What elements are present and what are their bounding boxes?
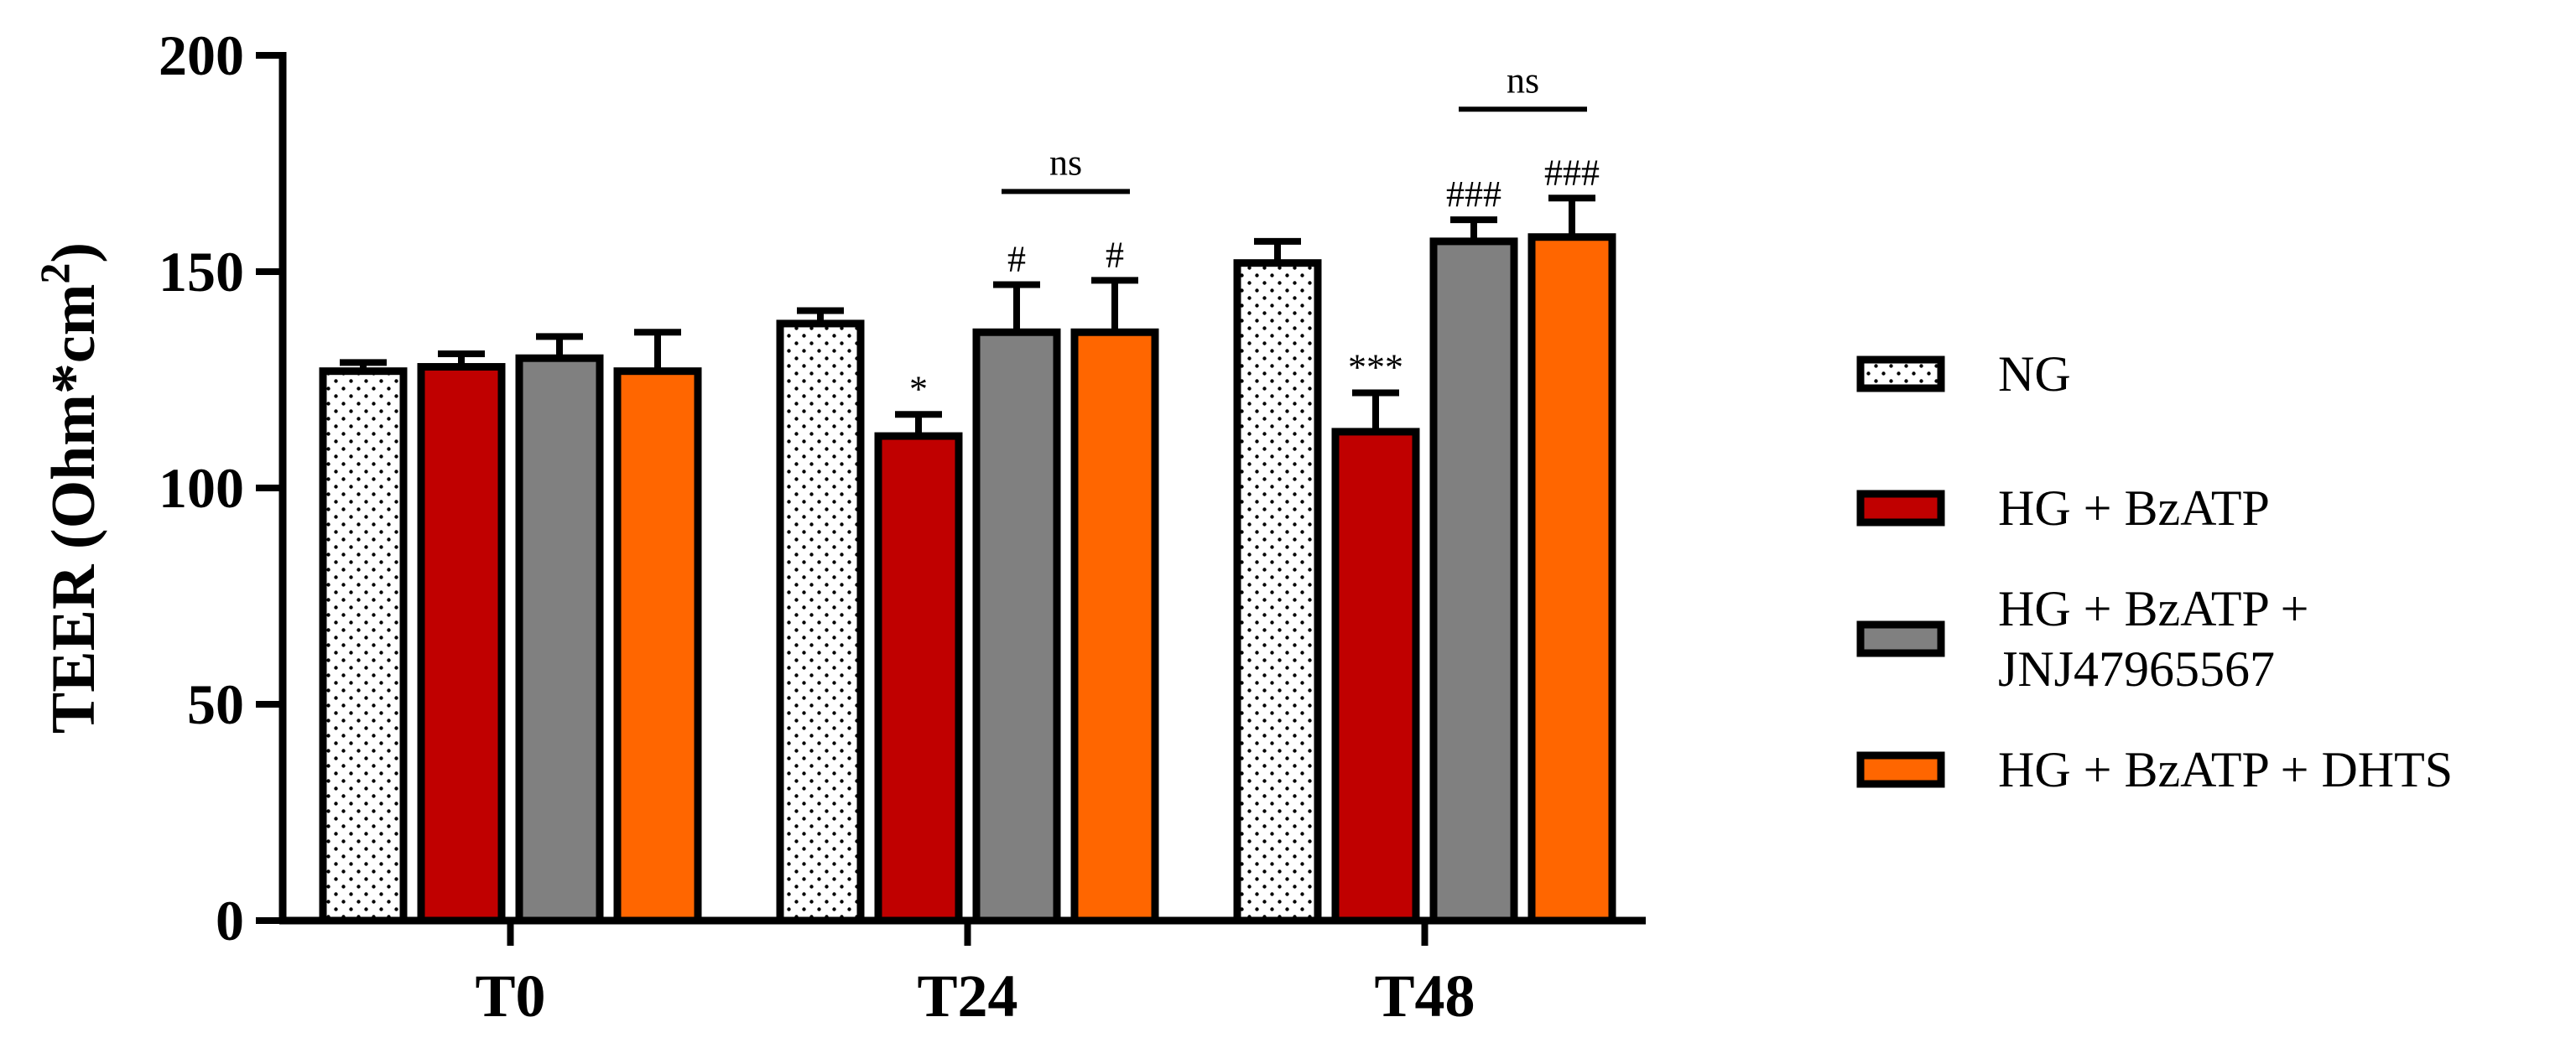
x-tick-label: T24: [917, 963, 1017, 1030]
comparison-label: ns: [1507, 60, 1539, 101]
legend-swatch: [1856, 751, 1945, 788]
significance-mark: *: [909, 368, 928, 409]
bar: [776, 319, 865, 925]
x-axis: T0 T24 T48: [279, 916, 1646, 1030]
bar: [1233, 259, 1322, 925]
legend: NG HG + BzATP HG + BzATP +JNJ47965567 HG + …: [1856, 346, 2453, 797]
significance-mark: ***: [1348, 346, 1403, 387]
bar: [1331, 428, 1420, 925]
legend-swatch: [1856, 490, 1945, 527]
legend-label: NG: [1998, 346, 2071, 402]
legend-label: HG + BzATP +: [1998, 581, 2308, 636]
bar: [1429, 237, 1518, 925]
bar: [972, 328, 1061, 925]
legend-label: HG + BzATP: [1998, 480, 2270, 536]
bar: [515, 354, 604, 925]
bar: [1070, 328, 1159, 925]
bar: [319, 367, 408, 925]
y-axis-title: TEER (Ohm*cm2): [31, 242, 108, 734]
significance-mark: ###: [1544, 152, 1600, 193]
bar: [417, 363, 506, 925]
y-tick-label: 0: [216, 889, 244, 952]
bars: [319, 195, 1616, 925]
significance-mark: #: [1106, 234, 1124, 275]
bar: [874, 432, 963, 925]
legend-label: HG + BzATP + DHTS: [1998, 742, 2453, 797]
significance-mark: #: [1007, 238, 1026, 279]
x-tick-label: T0: [475, 963, 545, 1030]
legend-label: JNJ47965567: [1998, 641, 2275, 697]
y-tick-label: 100: [159, 456, 244, 520]
x-tick-label: T48: [1374, 963, 1475, 1030]
y-axis: 0 50 100 150 200 TEER (Ohm*cm2): [31, 23, 287, 952]
bar: [1527, 233, 1616, 925]
comparison-label: ns: [1049, 142, 1082, 183]
significance-mark: ###: [1446, 174, 1501, 215]
bar: [613, 367, 702, 925]
y-tick-label: 150: [159, 240, 244, 304]
y-tick-label: 200: [159, 23, 244, 87]
y-tick-label: 50: [187, 672, 244, 736]
legend-swatch: [1856, 620, 1945, 657]
legend-swatch: [1856, 355, 1945, 392]
